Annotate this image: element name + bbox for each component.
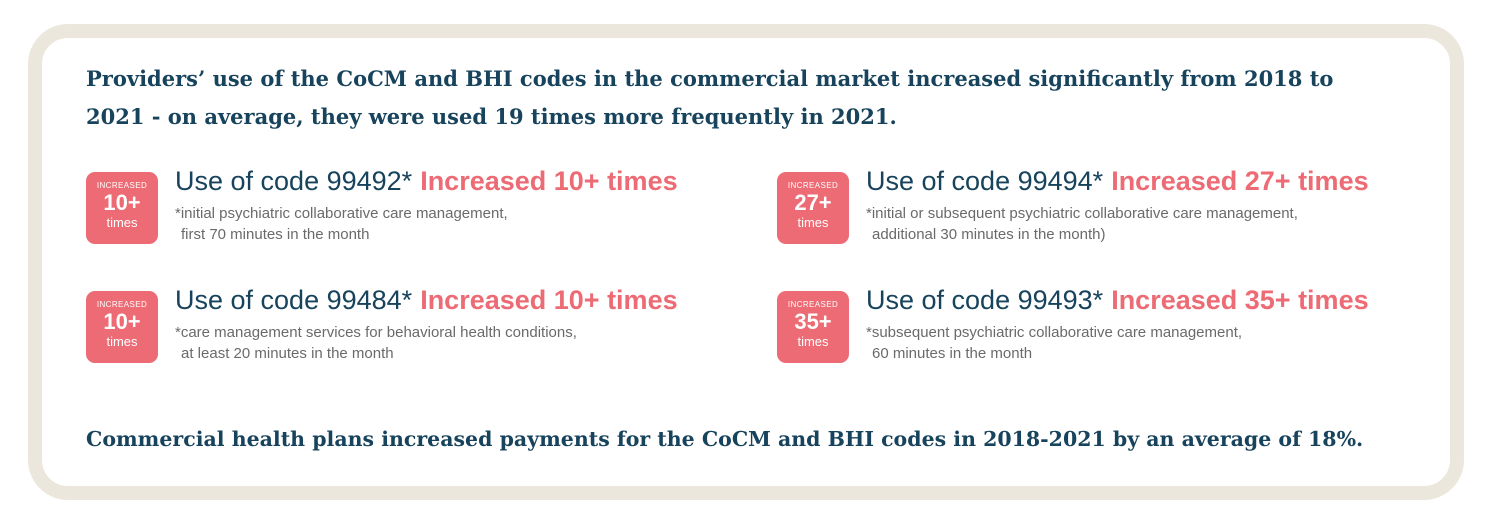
stat-title: Use of code 99494* Increased 27+ times bbox=[866, 164, 1369, 198]
description-line-1: *initial or subsequent psychiatric colla… bbox=[866, 205, 1298, 222]
badge-number: 35+ bbox=[794, 309, 832, 334]
infographic-card: Providers’ use of the CoCM and BHI codes… bbox=[28, 24, 1464, 500]
description-line-1: *subsequent psychiatric collaborative ca… bbox=[866, 324, 1243, 341]
badge-top-label: INCREASED bbox=[787, 300, 839, 309]
code-description: *care management services for behavioral… bbox=[175, 322, 735, 364]
increase-badge: INCREASED 10+ times bbox=[86, 291, 158, 363]
increase-label: Increased 27+ times bbox=[1111, 166, 1369, 196]
stat-title: Use of code 99492* Increased 10+ times bbox=[175, 164, 678, 198]
badge-bottom-label: times bbox=[797, 215, 829, 230]
code-label: Use of code 99492* bbox=[175, 166, 413, 196]
badge-top-label: INCREASED bbox=[787, 181, 839, 190]
code-description: *initial psychiatric collaborative care … bbox=[175, 203, 735, 245]
code-label: Use of code 99494* bbox=[866, 166, 1104, 196]
stat-code-99484: INCREASED 10+ times Use of code 99484* In… bbox=[86, 285, 736, 371]
increase-label: Increased 35+ times bbox=[1111, 285, 1369, 315]
increase-label: Increased 10+ times bbox=[420, 285, 678, 315]
stat-code-99492: INCREASED 10+ times Use of code 99492* In… bbox=[86, 166, 736, 252]
description-line-1: *initial psychiatric collaborative care … bbox=[175, 205, 508, 222]
badge-top-label: INCREASED bbox=[96, 300, 148, 309]
stat-code-99493: INCREASED 35+ times Use of code 99493* In… bbox=[777, 285, 1427, 371]
stat-title: Use of code 99484* Increased 10+ times bbox=[175, 283, 678, 317]
badge-number: 10+ bbox=[103, 190, 141, 215]
increase-badge: INCREASED 27+ times bbox=[777, 172, 849, 244]
code-label: Use of code 99484* bbox=[175, 285, 413, 315]
badge-number: 10+ bbox=[103, 309, 141, 334]
badge-bottom-label: times bbox=[106, 334, 138, 349]
code-description: *subsequent psychiatric collaborative ca… bbox=[866, 322, 1426, 364]
stat-title: Use of code 99493* Increased 35+ times bbox=[866, 283, 1369, 317]
badge-bottom-label: times bbox=[797, 334, 829, 349]
stat-code-99494: INCREASED 27+ times Use of code 99494* In… bbox=[777, 166, 1427, 252]
footer-summary: Commercial health plans increased paymen… bbox=[86, 427, 1364, 451]
increase-badge: INCREASED 10+ times bbox=[86, 172, 158, 244]
description-line-2: at least 20 minutes in the month bbox=[181, 345, 394, 362]
increase-label: Increased 10+ times bbox=[420, 166, 678, 196]
badge-number: 27+ bbox=[794, 190, 832, 215]
description-line-2: additional 30 minutes in the month) bbox=[872, 226, 1106, 243]
badge-top-label: INCREASED bbox=[96, 181, 148, 190]
headline: Providers’ use of the CoCM and BHI codes… bbox=[86, 66, 1334, 129]
code-label: Use of code 99493* bbox=[866, 285, 1104, 315]
description-line-2: 60 minutes in the month bbox=[872, 345, 1033, 362]
increase-badge: INCREASED 35+ times bbox=[777, 291, 849, 363]
description-line-1: *care management services for behavioral… bbox=[175, 324, 577, 341]
description-line-2: first 70 minutes in the month bbox=[181, 226, 370, 243]
badge-bottom-label: times bbox=[106, 215, 138, 230]
code-description: *initial or subsequent psychiatric colla… bbox=[866, 203, 1426, 245]
